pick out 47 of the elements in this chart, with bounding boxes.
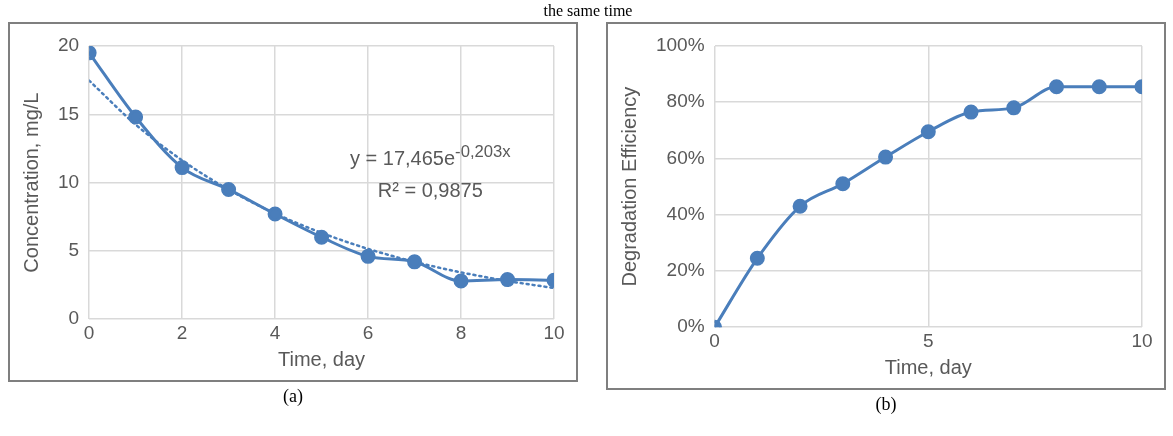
- y-axis-title: Concentration, mg/L: [19, 92, 42, 273]
- point: [1049, 79, 1065, 95]
- point: [500, 272, 516, 288]
- point: [453, 273, 469, 289]
- y-tick-label: 20%: [666, 259, 705, 281]
- point: [792, 198, 808, 214]
- y-tick-label: 15: [57, 102, 80, 124]
- point: [1091, 79, 1107, 95]
- point: [749, 250, 765, 266]
- y-tick-label: 80%: [666, 90, 705, 112]
- y-tick-label: 5: [68, 239, 80, 261]
- text: (b): [874, 394, 898, 415]
- point: [835, 176, 851, 192]
- point: [878, 149, 894, 165]
- y-tick-label: 100%: [655, 34, 705, 56]
- x-axis-title: Time, day: [884, 355, 972, 378]
- text: the same time: [542, 2, 634, 20]
- point: [407, 254, 423, 270]
- x-tick-label: 5: [923, 329, 934, 351]
- y-tick-label: 10: [57, 170, 80, 192]
- point: [920, 124, 936, 140]
- y-tick-label: 20: [57, 34, 80, 56]
- point: [1006, 100, 1022, 116]
- point: [360, 248, 376, 264]
- x-axis-title: Time, day: [278, 347, 366, 370]
- x-tick-label: 4: [269, 321, 281, 343]
- y-tick-label: 0%: [677, 315, 705, 337]
- x-tick-label: 10: [1131, 329, 1153, 351]
- point: [963, 104, 979, 120]
- annotation: R² = 0,9875: [376, 177, 484, 203]
- x-tick-label: 6: [362, 321, 374, 343]
- x-tick-label: 0: [83, 321, 95, 343]
- point: [314, 229, 330, 245]
- point: [267, 206, 283, 222]
- x-tick-label: 8: [455, 321, 467, 343]
- y-tick-label: 60%: [666, 146, 705, 168]
- x-tick-label: 2: [176, 321, 188, 343]
- y-tick-label: 0: [68, 307, 80, 329]
- annotation: y = 17,465e$^{-0,203x}$: [350, 141, 511, 171]
- x-tick-label: 0: [709, 329, 720, 351]
- point: [128, 109, 144, 125]
- point: [174, 160, 190, 176]
- y-axis-title: Degradation Efficiency: [617, 86, 640, 287]
- x-tick-label: 10: [543, 321, 565, 343]
- point: [221, 181, 237, 197]
- text: (a): [282, 386, 304, 407]
- y-tick-label: 40%: [666, 202, 705, 224]
